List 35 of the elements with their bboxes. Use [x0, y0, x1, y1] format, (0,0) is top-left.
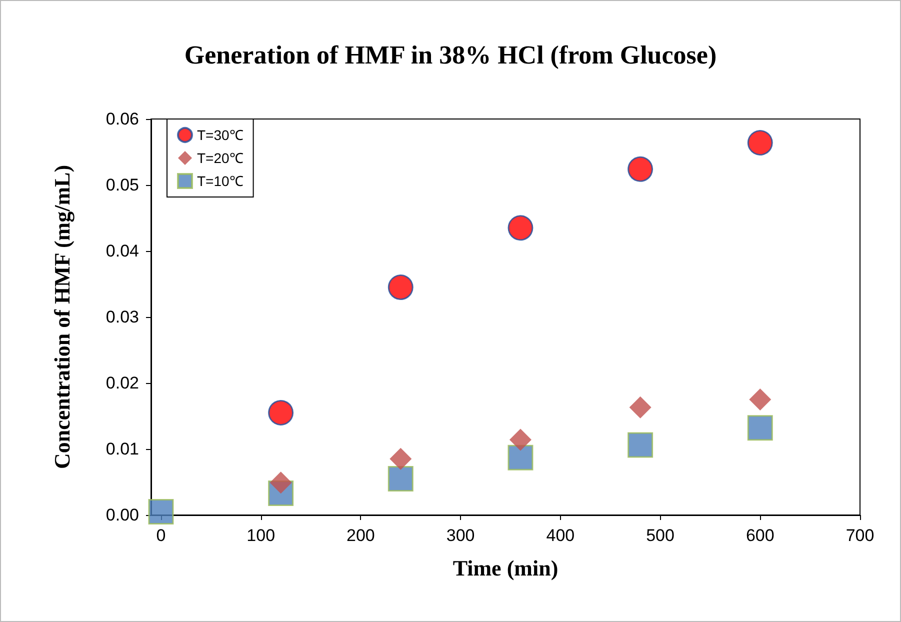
point [628, 432, 654, 458]
x-tick-label: 500 [646, 526, 674, 545]
x-tick-label: 300 [446, 526, 475, 545]
y-axis-title: Concentration of HMF (mg/mL) [50, 164, 74, 470]
y-tick-label: 0.04 [106, 242, 139, 260]
point [388, 466, 414, 492]
x-tick-label: 700 [846, 526, 874, 545]
point [508, 444, 534, 470]
point [749, 388, 772, 410]
point [747, 415, 773, 441]
x-tick-label: 100 [246, 526, 276, 545]
legend-label: T=30℃ [197, 127, 244, 143]
point [509, 428, 532, 451]
point [390, 448, 412, 470]
point [628, 156, 654, 182]
chart-title: Generation of HMF in 38% HCl (from Glucose) [184, 40, 717, 70]
y-tick-label: 0.03 [106, 308, 139, 326]
point [148, 498, 174, 524]
y-tick-label: 0.02 [106, 374, 139, 392]
legend-label: T=20℃ [197, 150, 244, 166]
point [629, 396, 652, 418]
x-tick-label: 0 [156, 526, 166, 545]
x-tick-label: 200 [346, 526, 375, 545]
point [747, 130, 773, 156]
y-tick-label: 0.01 [106, 440, 139, 458]
y-tick-label: 0.05 [106, 176, 139, 194]
y-tick-label: 0.00 [106, 506, 139, 524]
point [508, 215, 534, 241]
legend-label: T=10℃ [197, 173, 244, 189]
point [268, 400, 294, 426]
point [388, 274, 414, 300]
x-axis-title: Time (min) [452, 556, 558, 580]
x-tick-label: 400 [546, 526, 575, 545]
x-tick-label: 600 [746, 526, 774, 545]
y-tick-label: 0.06 [106, 110, 139, 128]
